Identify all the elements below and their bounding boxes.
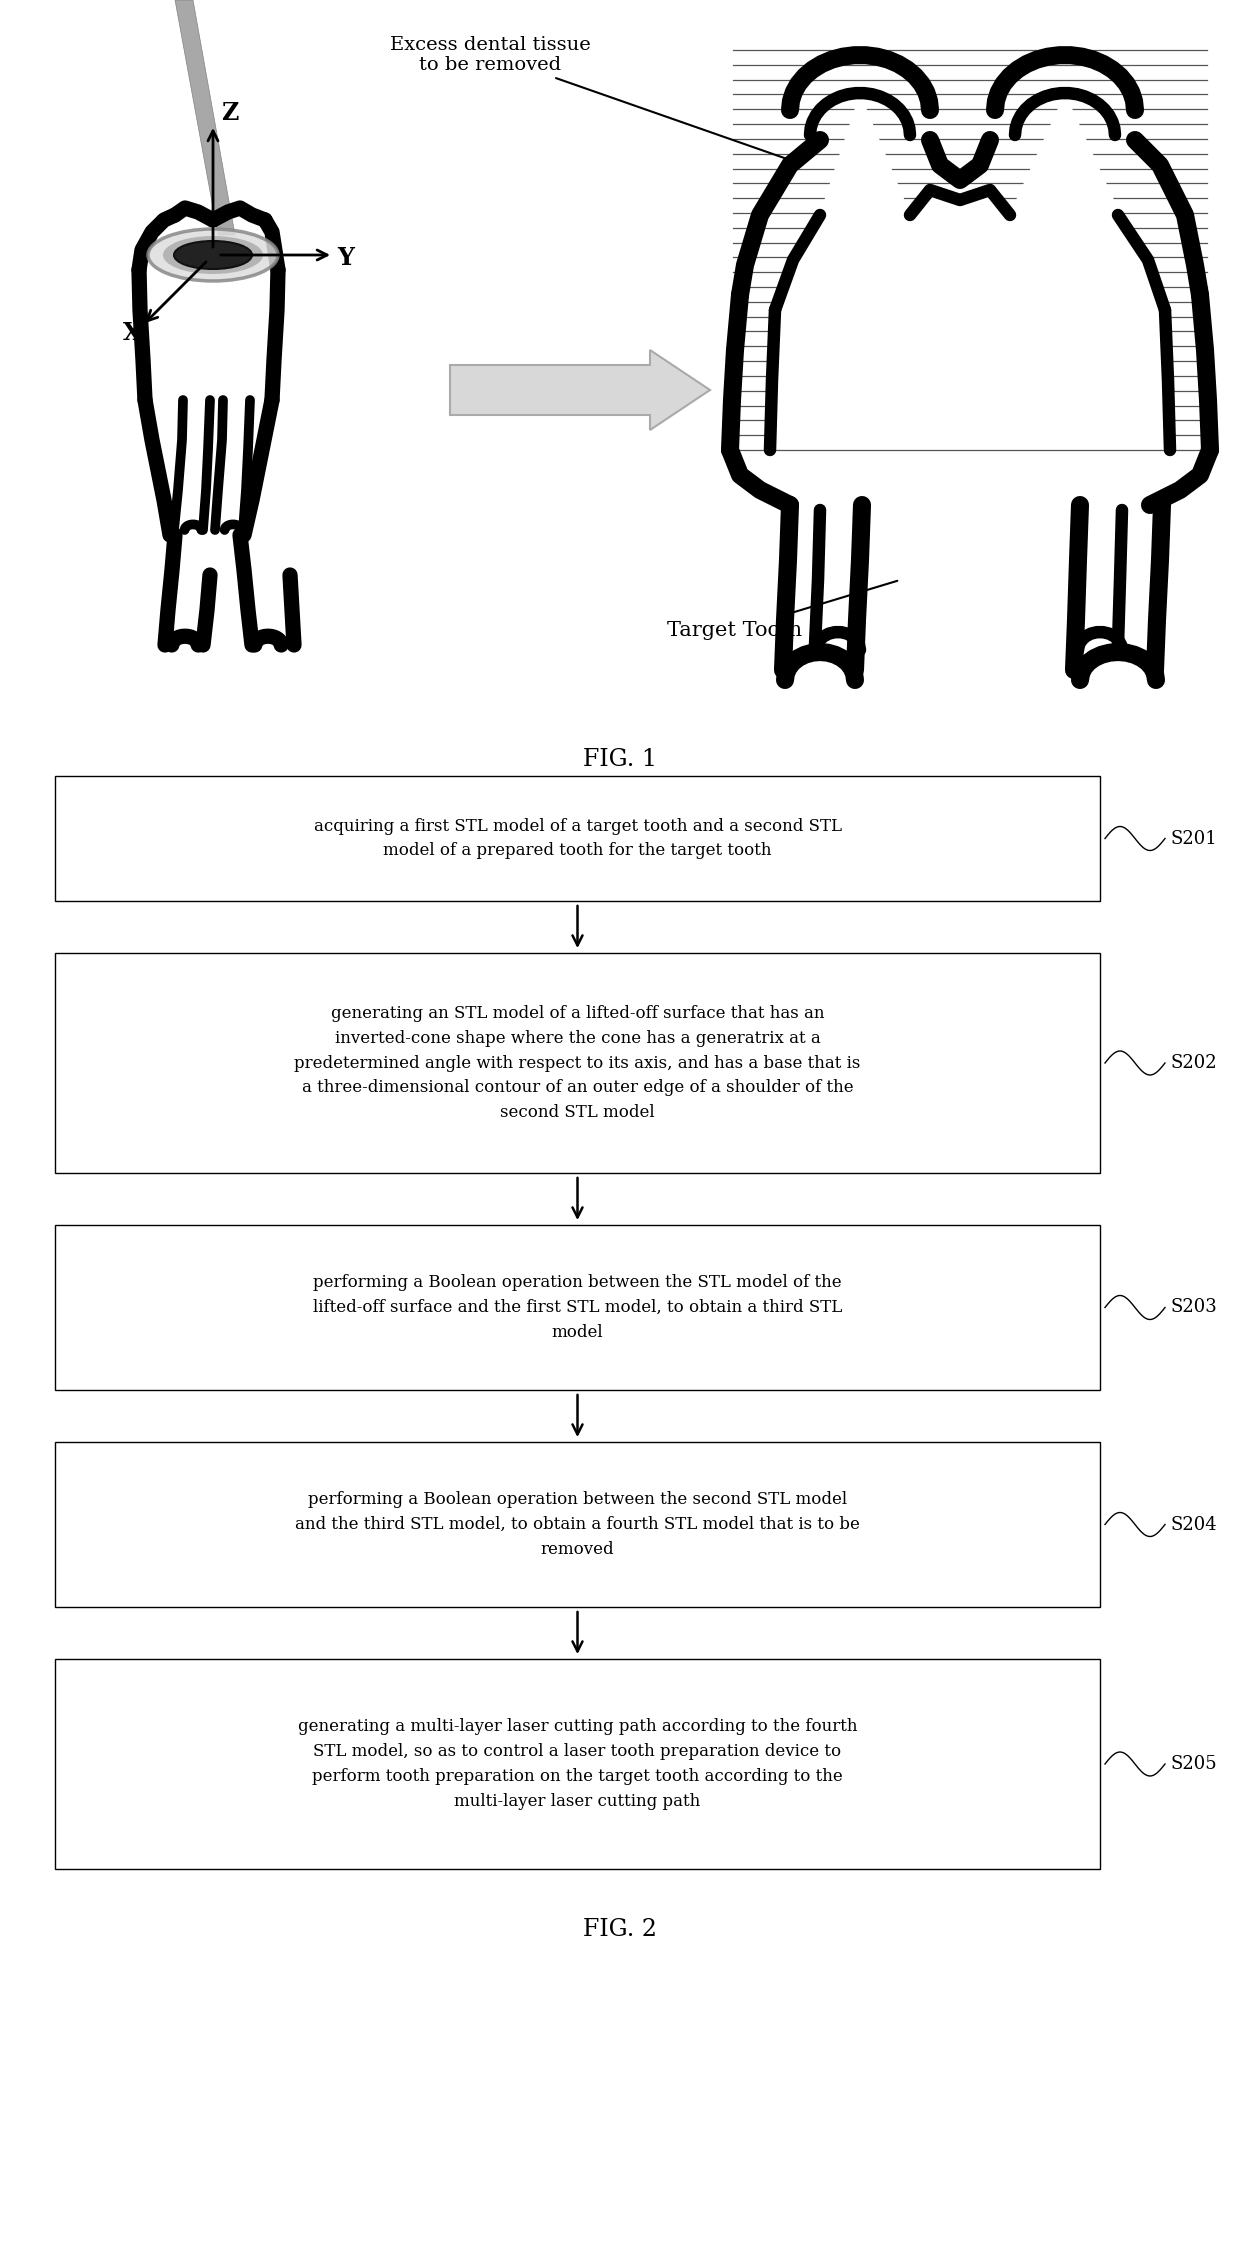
Polygon shape xyxy=(175,0,236,235)
Bar xyxy=(55,1225,1100,1390)
Bar xyxy=(55,1442,1100,1606)
Text: FIG. 2: FIG. 2 xyxy=(583,1918,657,1940)
Text: Z: Z xyxy=(221,102,238,124)
Text: S204: S204 xyxy=(1171,1516,1216,1534)
Bar xyxy=(55,952,1100,1173)
Text: S202: S202 xyxy=(1171,1054,1216,1072)
Text: S205: S205 xyxy=(1171,1755,1216,1773)
Text: Target Tooth: Target Tooth xyxy=(667,580,898,638)
Text: S203: S203 xyxy=(1171,1299,1216,1318)
Bar xyxy=(55,776,1100,900)
Text: performing a Boolean operation between the second STL model
and the third STL mo: performing a Boolean operation between t… xyxy=(295,1491,859,1559)
Text: FIG. 1: FIG. 1 xyxy=(583,749,657,772)
Ellipse shape xyxy=(174,241,252,268)
Ellipse shape xyxy=(162,237,263,273)
Text: generating a multi-layer laser cutting path according to the fourth
STL model, s: generating a multi-layer laser cutting p… xyxy=(298,1719,857,1809)
Text: acquiring a first STL model of a target tooth and a second STL
model of a prepar: acquiring a first STL model of a target … xyxy=(314,817,842,860)
Polygon shape xyxy=(773,92,1167,447)
Text: Y: Y xyxy=(337,246,353,271)
Text: S201: S201 xyxy=(1171,830,1216,848)
Text: Excess dental tissue
to be removed: Excess dental tissue to be removed xyxy=(389,36,787,160)
Ellipse shape xyxy=(148,230,278,282)
Text: generating an STL model of a lifted-off surface that has an
inverted-cone shape : generating an STL model of a lifted-off … xyxy=(294,1004,861,1121)
Text: X: X xyxy=(123,320,141,345)
Text: performing a Boolean operation between the STL model of the
lifted-off surface a: performing a Boolean operation between t… xyxy=(312,1275,842,1340)
Bar xyxy=(55,1658,1100,1868)
FancyArrow shape xyxy=(450,350,711,431)
